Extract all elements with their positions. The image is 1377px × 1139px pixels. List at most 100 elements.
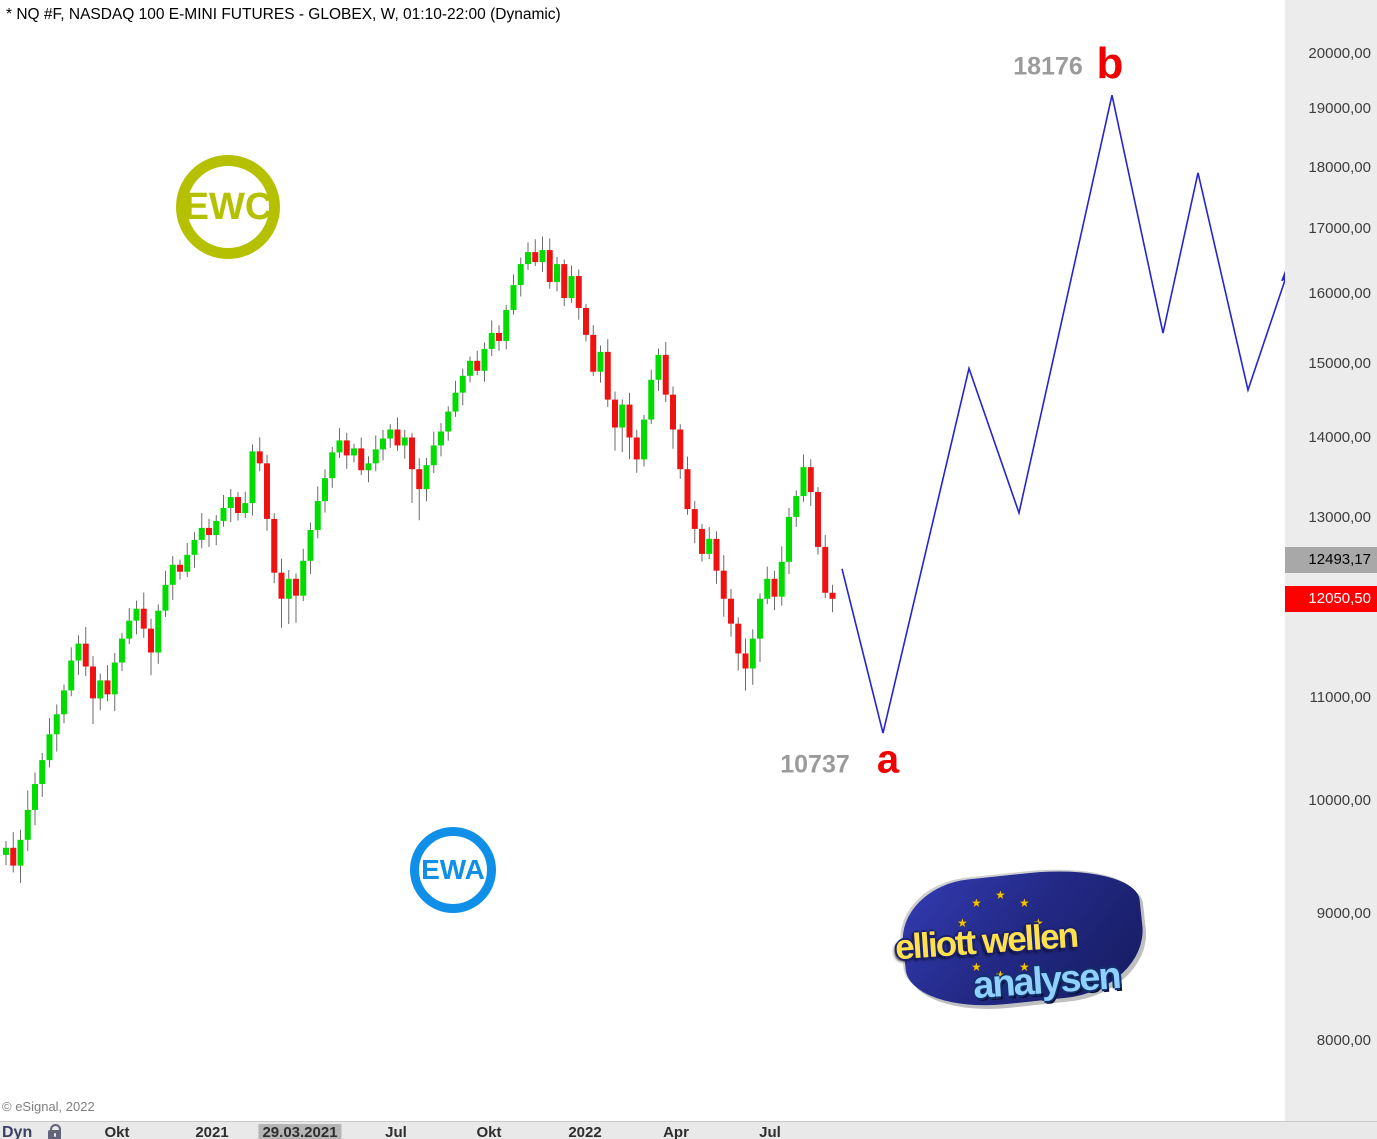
chart-canvas[interactable]	[0, 0, 1285, 1121]
candle-body	[510, 285, 517, 310]
candle-body	[815, 492, 821, 547]
candle-body	[532, 252, 539, 263]
candle-body	[597, 351, 604, 372]
eu-star-icon: ★	[1033, 940, 1044, 954]
candle-body	[293, 578, 299, 596]
candle-body	[706, 538, 713, 554]
candle-body	[3, 847, 9, 855]
candle-body	[401, 437, 408, 446]
y-axis-tick: 16000,00	[1308, 285, 1371, 303]
candle-body	[822, 546, 829, 593]
y-axis-tick: 10000,00	[1308, 791, 1371, 809]
candle-body	[655, 354, 662, 380]
candle-body	[430, 445, 437, 466]
candle-body	[10, 847, 17, 866]
candle-body	[525, 252, 531, 265]
candle-body	[561, 264, 568, 299]
candle-body	[626, 404, 633, 438]
price-axis[interactable]: 20000,00 19000,00 18000,00 17000,00 16000,00…	[1285, 0, 1377, 1121]
candle-body	[554, 264, 560, 283]
candle-body	[111, 662, 118, 695]
x-axis-tick: Okt	[104, 1124, 130, 1139]
wave-b-label[interactable]: b	[1096, 39, 1124, 88]
candle-body	[227, 497, 234, 509]
candle-body	[677, 429, 684, 470]
candle-body	[481, 348, 488, 371]
candle-body	[278, 572, 285, 599]
wave-b-target-label[interactable]: 18176	[1013, 52, 1083, 81]
candle-body	[256, 451, 263, 464]
candle-body	[140, 608, 147, 629]
candle-body	[336, 440, 343, 453]
candle-body	[155, 610, 162, 653]
candle-body	[749, 638, 756, 669]
candle-body	[496, 332, 502, 341]
time-axis[interactable]: Dyn Okt 2021 29.03.2021 Jul Okt 2022 Apr Jul	[0, 1121, 1377, 1139]
candle-body	[104, 680, 111, 695]
candle-body	[249, 451, 256, 504]
elliott-projection-line[interactable]	[841, 95, 1285, 734]
candle-body	[32, 784, 38, 810]
candle-body	[184, 554, 191, 572]
eu-star-icon: ★	[995, 888, 1006, 902]
candle-body	[409, 437, 415, 470]
candle-body	[394, 429, 401, 446]
projection-arrowhead	[1281, 270, 1285, 282]
candle-body	[191, 539, 198, 555]
candle-body	[68, 660, 75, 691]
watermark-badge-ewc: EWC	[176, 155, 280, 259]
candle-body	[213, 520, 220, 535]
candle-body	[206, 527, 212, 535]
wave-a-target-label[interactable]: 10737	[780, 750, 850, 779]
candle-body	[380, 438, 386, 450]
candle-body	[583, 307, 589, 335]
candle-body	[619, 404, 626, 428]
candle-body	[735, 623, 742, 654]
y-axis-tick: 9000,00	[1316, 905, 1371, 923]
candle-body	[90, 666, 96, 699]
candle-body	[778, 561, 785, 597]
candle-body	[742, 653, 749, 669]
candle-body	[119, 638, 125, 663]
candle-body	[358, 448, 365, 471]
candle-body	[452, 392, 459, 412]
eu-star-icon: ★	[957, 916, 968, 930]
candle-body	[568, 276, 575, 299]
candle-body	[800, 467, 807, 497]
candle-body	[757, 598, 763, 639]
logo-text-line2: analysen	[971, 954, 1121, 1008]
last-price-box: 12050,50	[1285, 585, 1377, 612]
candle-body	[684, 469, 691, 510]
candle-body	[771, 578, 778, 597]
lock-scale-icon[interactable]	[48, 1124, 61, 1139]
candle-body	[148, 628, 154, 653]
y-axis-tick: 15000,00	[1308, 354, 1371, 372]
candle-body	[242, 503, 249, 514]
candle-body	[351, 448, 357, 456]
candle-body	[314, 501, 321, 530]
dynamic-session-label: Dyn	[2, 1124, 33, 1139]
x-axis-tick-selected: 29.03.2021	[258, 1124, 342, 1139]
candle-body	[24, 809, 31, 840]
candle-body	[807, 467, 814, 493]
eu-star-icon: ★	[1019, 960, 1030, 974]
candle-body	[633, 437, 640, 460]
candle-body	[793, 496, 800, 517]
candle-body	[459, 375, 466, 393]
eu-star-icon: ★	[957, 940, 968, 954]
wave-a-label[interactable]: a	[876, 737, 900, 782]
x-axis-tick: Jul	[759, 1124, 781, 1139]
candle-body	[728, 598, 734, 624]
candle-body	[322, 478, 328, 502]
y-axis-tick: 20000,00	[1308, 45, 1371, 63]
x-axis-tick: 2022	[568, 1124, 602, 1139]
prev-close-price-box: 12493,17	[1285, 546, 1377, 573]
candle-body	[162, 584, 169, 611]
candle-body	[220, 508, 227, 521]
candle-body	[713, 538, 720, 571]
y-axis-tick: 8000,00	[1316, 1032, 1371, 1049]
candle-body	[438, 431, 444, 446]
candle-body	[648, 379, 655, 420]
watermark-badge-ewa: EWA	[410, 827, 496, 913]
